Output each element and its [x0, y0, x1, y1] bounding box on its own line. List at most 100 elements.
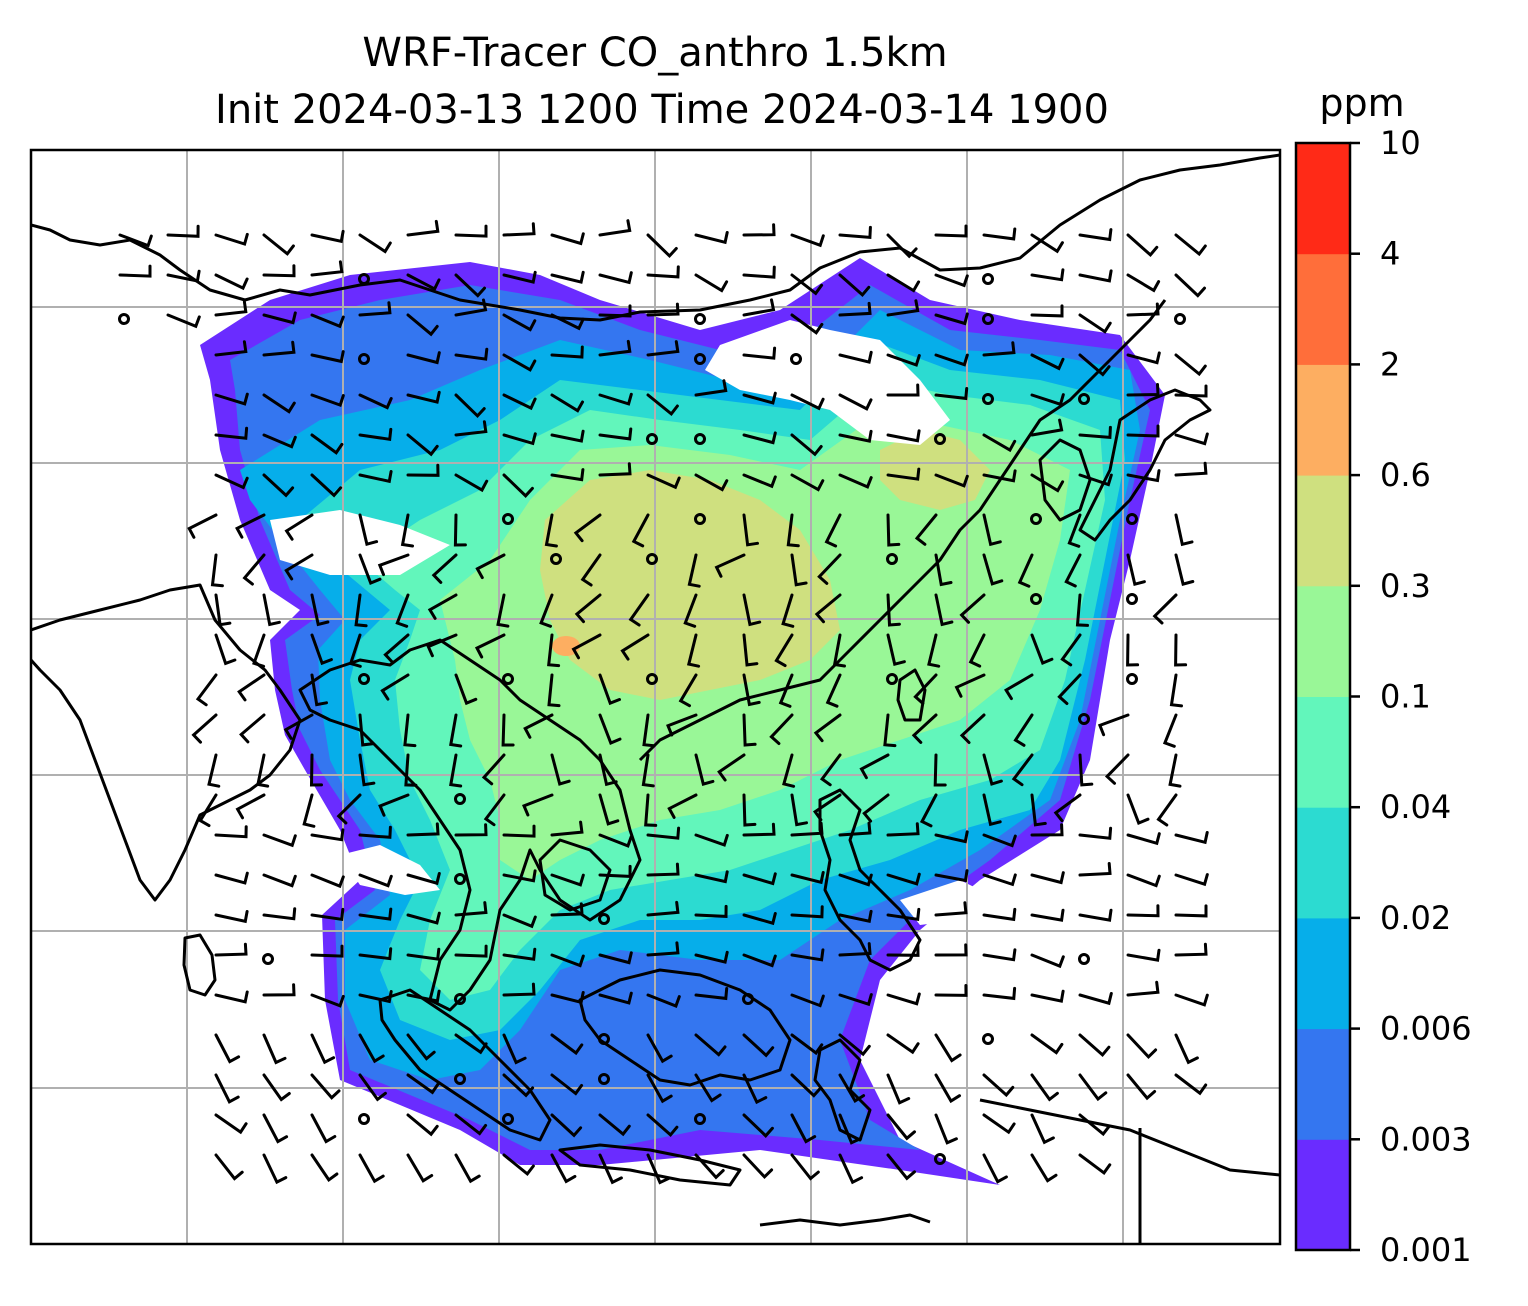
wind-barb	[838, 350, 873, 364]
wind-barb	[694, 1153, 725, 1180]
wind-barb	[550, 873, 585, 887]
wind-barb	[262, 1073, 291, 1102]
wind-barb	[646, 993, 681, 1008]
wind-barb	[1030, 473, 1065, 493]
wind-barb	[502, 353, 537, 372]
wind-barb	[1060, 633, 1082, 667]
wind-barb	[187, 513, 218, 539]
wind-barb	[1004, 673, 1034, 701]
wind-barb	[1126, 273, 1161, 293]
wind-barb	[742, 953, 777, 968]
wind-barb	[644, 793, 658, 827]
wind-barb	[502, 913, 537, 929]
wind-barb	[214, 232, 249, 246]
wind-barb	[790, 313, 824, 335]
wind-barb	[502, 473, 534, 498]
wind-barb	[214, 340, 248, 357]
wind-barb	[886, 273, 921, 293]
wind-barb	[449, 713, 463, 748]
wind-barb	[262, 1153, 288, 1185]
wind-barb	[214, 1153, 244, 1181]
wind-barb	[742, 346, 777, 360]
wind-barb	[310, 229, 345, 244]
wind-barb	[790, 233, 825, 248]
calm-marker	[982, 1033, 994, 1045]
calm-marker	[886, 553, 898, 565]
wind-barb	[1030, 908, 1065, 922]
wind-barb	[1030, 393, 1065, 407]
wind-barb	[694, 753, 715, 786]
coast-sumatra	[378, 988, 552, 1142]
wind-barb	[982, 1073, 1015, 1098]
wind-barb	[239, 713, 266, 744]
wind-barb	[358, 427, 393, 442]
wind-barb	[646, 862, 680, 877]
wind-barb	[742, 633, 759, 667]
wind-barb	[742, 593, 762, 627]
map-frame	[29, 148, 1282, 1246]
wind-barb	[646, 1033, 673, 1064]
wind-barb	[214, 1033, 241, 1064]
wind-barb	[1030, 633, 1054, 665]
wind-barb	[934, 1113, 958, 1145]
wind-barb	[598, 673, 621, 706]
map-panel	[31, 150, 1280, 1244]
calm-marker	[982, 313, 994, 325]
wind-barb	[694, 904, 728, 918]
wind-barb	[262, 473, 295, 498]
wind-barb	[358, 990, 393, 1004]
wind-barb	[769, 713, 794, 745]
wind-barb	[310, 993, 345, 1008]
wind-barb	[1126, 383, 1160, 397]
wind-barb	[214, 942, 248, 957]
wind-barb	[207, 753, 221, 788]
wind-barb	[358, 513, 379, 547]
wind-barb	[790, 1153, 820, 1181]
wind-barb	[954, 673, 986, 698]
wind-barb	[1075, 593, 1089, 627]
wind-barb	[694, 950, 729, 964]
wind-barb	[550, 313, 585, 331]
wind-barb	[1030, 871, 1065, 885]
calm-marker	[982, 273, 994, 285]
wind-barb	[1174, 273, 1206, 298]
wind-barb	[426, 633, 458, 658]
wind-barb	[547, 633, 561, 668]
wind-barb	[406, 313, 439, 337]
wind-barb	[1174, 1033, 1199, 1065]
colorbar-tick-label: 0.04	[1380, 788, 1451, 826]
wind-barb	[813, 713, 842, 743]
wind-barb	[501, 713, 515, 747]
wind-barb	[1078, 228, 1113, 242]
wind-barb	[406, 1153, 434, 1183]
wind-barb	[1030, 268, 1065, 282]
wind-barb	[580, 553, 602, 587]
wind-barb	[886, 593, 901, 627]
field-gap-west	[270, 510, 450, 575]
wind-barb	[812, 793, 842, 822]
wind-barb	[454, 420, 488, 437]
wind-barb	[919, 793, 938, 828]
wind-barb	[1030, 793, 1047, 827]
colorbar-band	[1296, 1028, 1350, 1140]
wind-barb	[838, 301, 872, 317]
wind-barb	[1030, 1073, 1059, 1102]
colorbar-band	[1296, 364, 1350, 476]
wind-barb	[838, 1073, 866, 1103]
wind-barb	[1126, 1033, 1158, 1060]
wind-barb	[982, 793, 1002, 827]
coast-borneo	[578, 968, 792, 1087]
wind-barb	[959, 713, 986, 744]
wind-barb	[982, 469, 1017, 483]
wind-barb	[1174, 831, 1209, 845]
wind-barb	[1078, 1113, 1111, 1137]
wind-barb	[310, 907, 345, 922]
wind-barb	[502, 1033, 527, 1065]
wind-barb	[358, 301, 392, 317]
wind-barb	[454, 901, 488, 917]
calm-marker	[1078, 393, 1090, 405]
wind-barb	[927, 633, 941, 668]
wind-barb	[256, 753, 270, 788]
wind-barb	[550, 1033, 584, 1056]
wind-barb	[646, 826, 681, 840]
